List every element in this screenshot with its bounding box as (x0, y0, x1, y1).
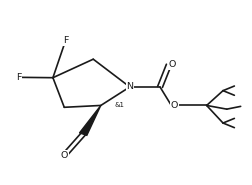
Text: F: F (16, 73, 22, 82)
Polygon shape (79, 105, 101, 135)
Text: O: O (171, 101, 178, 110)
Text: N: N (126, 83, 133, 91)
Text: F: F (63, 36, 68, 45)
Text: O: O (168, 60, 176, 69)
Text: O: O (60, 151, 68, 160)
Text: &1: &1 (115, 102, 125, 107)
